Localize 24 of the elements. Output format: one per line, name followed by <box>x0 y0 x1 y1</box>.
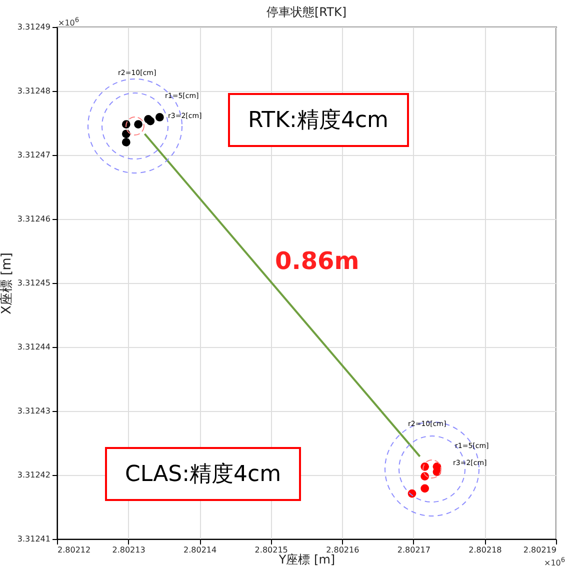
x-tick-label: 2.80217 <box>397 546 430 554</box>
x-tick-label: 2.80214 <box>184 546 217 554</box>
annotation: CLAS:精度4cm <box>105 447 302 501</box>
x-tick-label: 2.80219 <box>523 546 556 554</box>
annotation: ×10$^{6}$ <box>58 16 80 28</box>
x-tick-label: 2.80218 <box>468 546 502 554</box>
x-axis-title: Y座標 [m] <box>278 552 336 566</box>
x-tick-label: 2.80212 <box>58 546 91 554</box>
text: ×10$^{6}$ <box>544 556 566 568</box>
y-tick-label: 3.31243 <box>17 406 50 416</box>
x-tick-label: 2.80216 <box>326 546 360 554</box>
y-tick-label: 3.31241 <box>17 534 50 544</box>
y-tick-label: 3.31244 <box>17 342 50 352</box>
x-tick-label: 2.80213 <box>112 546 146 554</box>
x-tick-label: 2.80215 <box>254 546 288 554</box>
y-tick-label: 3.31248 <box>17 86 50 96</box>
annotation: 0.86m <box>275 247 360 275</box>
y-tick-label: 3.31245 <box>17 278 50 288</box>
y-tick-label: 3.31249 <box>17 22 50 32</box>
y-tick-label: 3.31242 <box>17 470 50 480</box>
y-tick-label: 3.31247 <box>17 150 50 160</box>
y-tick-label: 3.31246 <box>17 214 50 224</box>
chart-title: 停車状態[RTK] <box>266 5 347 19</box>
annotation: RTK:精度4cm <box>228 93 408 147</box>
